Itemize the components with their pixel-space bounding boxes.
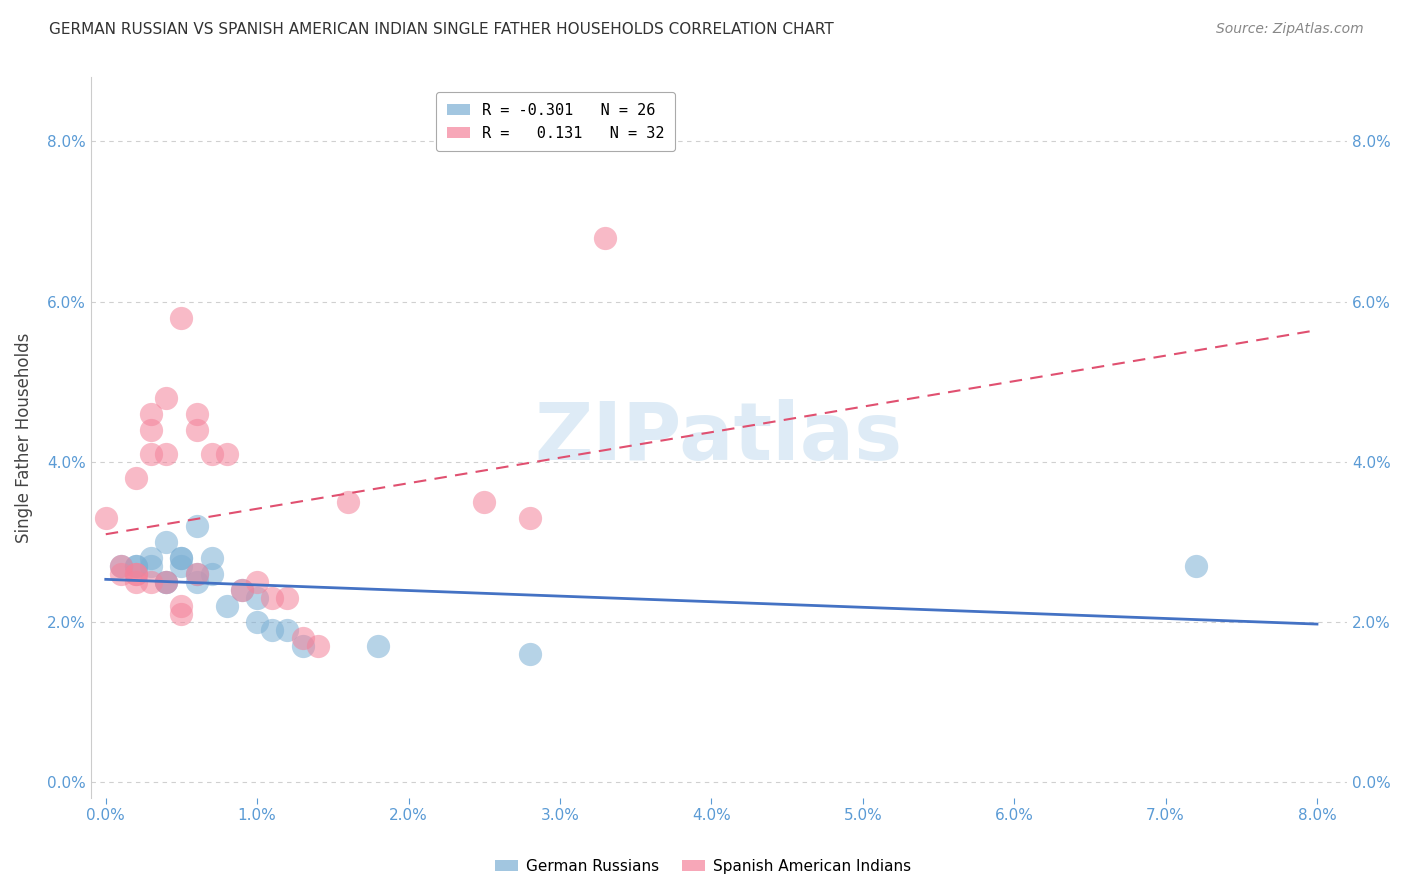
- Point: [155, 534, 177, 549]
- Text: Source: ZipAtlas.com: Source: ZipAtlas.com: [1216, 22, 1364, 37]
- Point: [276, 591, 298, 605]
- Point: [141, 447, 163, 461]
- Point: [519, 511, 541, 525]
- Point: [1185, 558, 1208, 573]
- Point: [141, 407, 163, 421]
- Point: [246, 615, 269, 629]
- Point: [337, 495, 360, 509]
- Point: [170, 550, 193, 565]
- Point: [201, 550, 224, 565]
- Point: [201, 566, 224, 581]
- Legend: German Russians, Spanish American Indians: German Russians, Spanish American Indian…: [489, 853, 917, 880]
- Point: [110, 558, 132, 573]
- Point: [186, 566, 208, 581]
- Point: [125, 471, 148, 485]
- Point: [201, 447, 224, 461]
- Point: [519, 647, 541, 661]
- Point: [246, 574, 269, 589]
- Point: [125, 574, 148, 589]
- Point: [170, 558, 193, 573]
- Point: [141, 574, 163, 589]
- Point: [170, 599, 193, 613]
- Point: [125, 566, 148, 581]
- Point: [595, 230, 617, 244]
- Point: [110, 566, 132, 581]
- Point: [262, 623, 284, 637]
- Point: [186, 423, 208, 437]
- Point: [110, 558, 132, 573]
- Point: [186, 574, 208, 589]
- Point: [155, 574, 177, 589]
- Point: [472, 495, 495, 509]
- Point: [155, 391, 177, 405]
- Text: ZIPatlas: ZIPatlas: [534, 399, 903, 476]
- Point: [367, 639, 389, 653]
- Y-axis label: Single Father Households: Single Father Households: [15, 333, 32, 543]
- Point: [155, 574, 177, 589]
- Point: [231, 582, 253, 597]
- Point: [170, 607, 193, 621]
- Point: [170, 310, 193, 325]
- Legend: R = -0.301   N = 26, R =   0.131   N = 32: R = -0.301 N = 26, R = 0.131 N = 32: [436, 92, 675, 152]
- Point: [170, 550, 193, 565]
- Point: [141, 423, 163, 437]
- Point: [141, 558, 163, 573]
- Point: [262, 591, 284, 605]
- Point: [231, 582, 253, 597]
- Point: [186, 566, 208, 581]
- Point: [291, 639, 314, 653]
- Text: GERMAN RUSSIAN VS SPANISH AMERICAN INDIAN SINGLE FATHER HOUSEHOLDS CORRELATION C: GERMAN RUSSIAN VS SPANISH AMERICAN INDIA…: [49, 22, 834, 37]
- Point: [155, 447, 177, 461]
- Point: [246, 591, 269, 605]
- Point: [215, 447, 238, 461]
- Point: [94, 511, 117, 525]
- Point: [125, 566, 148, 581]
- Point: [186, 407, 208, 421]
- Point: [276, 623, 298, 637]
- Point: [125, 558, 148, 573]
- Point: [125, 558, 148, 573]
- Point: [307, 639, 329, 653]
- Point: [141, 550, 163, 565]
- Point: [155, 574, 177, 589]
- Point: [291, 631, 314, 645]
- Point: [186, 518, 208, 533]
- Point: [215, 599, 238, 613]
